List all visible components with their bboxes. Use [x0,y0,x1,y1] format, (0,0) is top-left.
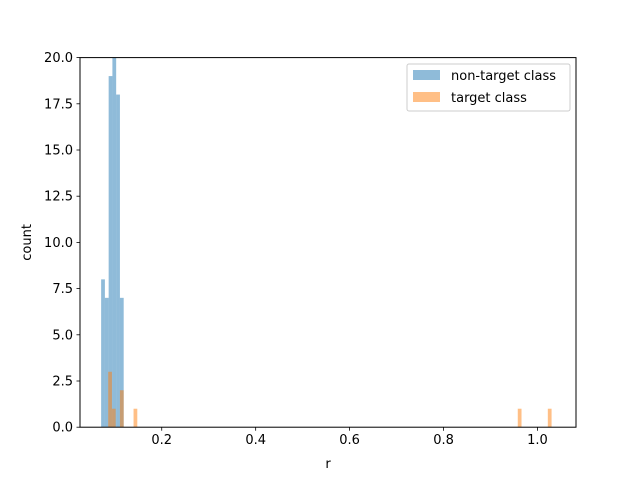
bar-series-1-bin-3 [133,408,138,428]
y-tick-label: 5.0 [52,328,73,343]
bar-series-0-bin-2 [108,76,113,428]
y-tick-label: 20.0 [44,51,73,66]
y-tick-label: 2.5 [52,375,73,390]
x-tick-label: 1.0 [527,433,548,448]
legend-box [406,63,571,112]
bar-series-1-bin-2 [119,390,124,428]
x-tick-label: 0.2 [151,433,172,448]
series-0 [101,57,124,428]
y-tick-label: 10.0 [44,236,73,251]
plot-frame [79,57,577,428]
bar-series-0-bin-3 [112,57,117,428]
legend-label-target: target class [451,91,527,106]
bars-layer [101,57,552,428]
bar-series-0-bin-1 [104,297,109,428]
y-tick-label: 12.5 [44,190,73,205]
x-axis-label: r [325,457,331,472]
legend-label-non-target: non-target class [451,69,556,84]
y-tick-label: 0.0 [52,421,73,436]
legend-swatch-target [413,92,440,102]
legend-swatch-non-target [413,70,440,80]
bar-series-0-bin-4 [116,94,120,428]
legend: non-target class target class [406,63,571,112]
bar-series-1-bin-5 [547,408,552,428]
bar-series-0-bin-0 [101,279,105,428]
y-axis-label: count [20,224,35,261]
series-1 [108,371,552,428]
bar-series-1-bin-1 [111,408,116,428]
x-tick-label: 0.4 [245,433,266,448]
y-axis: 0.0 2.5 5.0 7.5 10.0 12.5 15.0 17.5 20.0 [44,51,80,436]
y-tick-label: 17.5 [44,97,73,112]
bar-series-1-bin-0 [108,371,112,428]
x-axis: 0.2 0.4 0.6 0.8 1.0 [151,427,548,448]
x-tick-label: 0.8 [433,433,454,448]
x-tick-label: 0.6 [339,433,360,448]
y-tick-label: 7.5 [52,282,73,297]
bar-series-0-bin-5 [119,297,124,428]
y-tick-label: 15.0 [44,144,73,159]
bar-series-1-bin-4 [517,408,522,428]
